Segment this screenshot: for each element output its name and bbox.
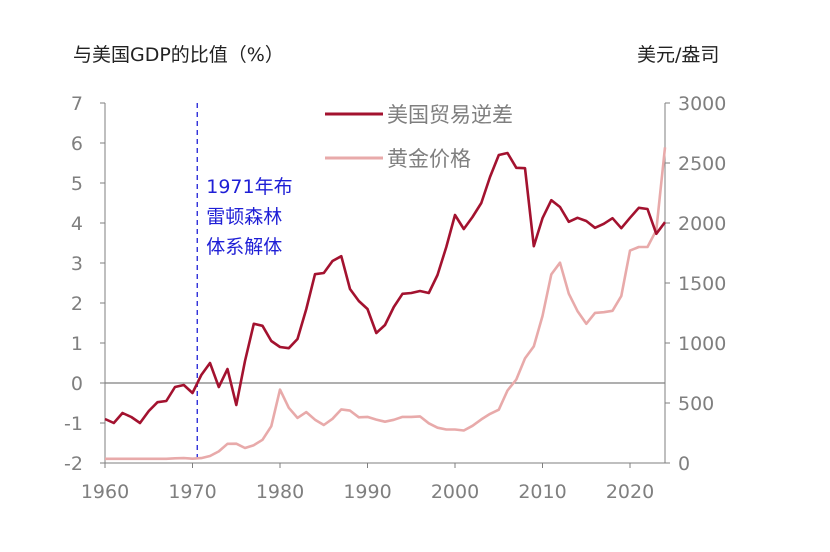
- annotation-text: 体系解体: [206, 236, 282, 258]
- series-line-trade-deficit: [104, 151, 667, 425]
- right-tick-label: 500: [678, 393, 714, 415]
- annotation-text: 1971年布: [206, 176, 292, 198]
- left-tick-label: 1: [71, 333, 83, 355]
- x-tick-label: 2000: [431, 481, 479, 503]
- right-tick-label: 2000: [678, 213, 726, 235]
- left-tick-label: 4: [71, 213, 83, 235]
- x-tick-label: 2020: [606, 481, 654, 503]
- x-tick-label: 1990: [343, 481, 391, 503]
- right-tick-label: 3000: [678, 93, 726, 115]
- right-axis-title: 美元/盎司: [637, 44, 720, 66]
- x-tick-label: 1980: [256, 481, 304, 503]
- left-tick-label: 5: [71, 173, 83, 195]
- x-tick-label: 1960: [81, 481, 129, 503]
- right-tick-label: 2500: [678, 153, 726, 175]
- legend-label-trade-deficit: 美国贸易逆差: [387, 103, 513, 127]
- x-tick-label: 1970: [168, 481, 216, 503]
- left-tick-label: 3: [71, 253, 83, 275]
- left-tick-label: 0: [71, 373, 83, 395]
- legend-label-gold: 黄金价格: [387, 147, 471, 171]
- series-line-gold: [105, 147, 667, 461]
- left-tick-label: 7: [71, 93, 83, 115]
- right-tick-label: 1500: [678, 273, 726, 295]
- right-tick-label: 0: [678, 453, 690, 475]
- x-tick-label: 2010: [518, 481, 566, 503]
- right-tick-label: 1000: [678, 333, 726, 355]
- left-tick-label: 2: [71, 293, 83, 315]
- left-tick-label: -1: [64, 413, 83, 435]
- left-tick-label: -2: [64, 453, 83, 475]
- left-tick-label: 6: [71, 133, 83, 155]
- left-axis-title: 与美国GDP的比值（%）: [73, 44, 284, 66]
- annotation-text: 雷顿森林: [206, 206, 282, 228]
